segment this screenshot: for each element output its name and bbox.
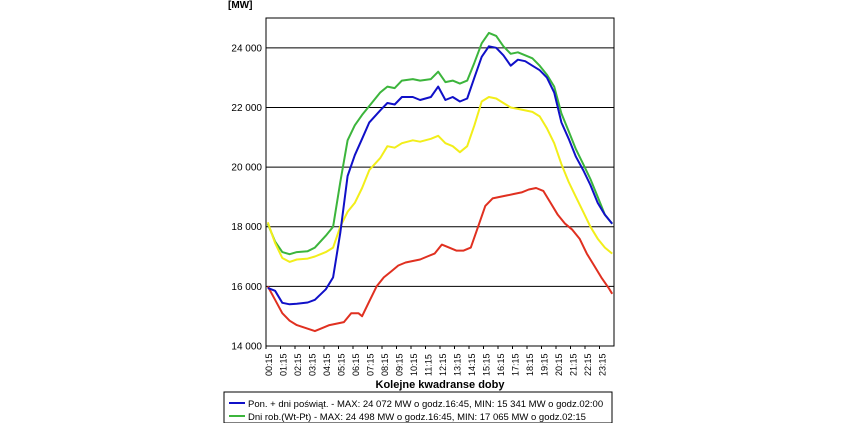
- y-tick-label: 16 000: [231, 282, 262, 293]
- grid-lines: [266, 47, 614, 287]
- x-tick-label: 05:15: [336, 353, 346, 376]
- x-tick-label: 22:15: [583, 353, 593, 376]
- x-tick-label: 06:15: [351, 353, 361, 376]
- x-tick-label: 20:15: [554, 353, 564, 376]
- x-tick-label: 13:15: [452, 353, 462, 376]
- x-tick-label: 23:15: [597, 353, 607, 376]
- series-line-4: [266, 187, 614, 333]
- y-tick-label: 24 000: [231, 43, 262, 54]
- x-tick-label: 17:15: [510, 353, 520, 376]
- series-line-2: [266, 31, 613, 256]
- y-tick-label: 18 000: [231, 222, 262, 233]
- series-line-1: [267, 45, 613, 306]
- x-axis-title: Kolejne kwadranse doby: [376, 379, 506, 391]
- x-tick-label: 08:15: [380, 353, 390, 376]
- legend-box: [223, 391, 613, 423]
- x-tick-label: 18:15: [525, 353, 535, 376]
- y-tick-label: 20 000: [231, 163, 262, 174]
- x-tick-label: 10:15: [409, 353, 419, 376]
- y-tick-label: 22 000: [231, 103, 262, 114]
- y-tick-labels: 14 000 16 000 18 000 20 000 22 000 24 000: [231, 43, 262, 352]
- y-tick-label: 14 000: [231, 342, 262, 353]
- x-tick-labels: 00:15 01:15 02:15 03:15 04:15 05:15 06:15 07:15…: [264, 346, 607, 376]
- x-tick-label: 11:15: [423, 354, 433, 376]
- x-tick-label: 02:15: [293, 353, 303, 376]
- legend-entry-series-2: Dni rob.(Wt-Pt) - MAX: 24 498 MW o godz.…: [248, 412, 586, 423]
- y-axis-unit-label: [MW]: [228, 0, 252, 11]
- series-line-3: [266, 96, 613, 263]
- x-tick-label: 21:15: [568, 353, 578, 376]
- x-tick-label: 03:15: [307, 353, 317, 376]
- series-lines: [266, 31, 614, 333]
- legend-entry-series-1: Pon. + dni poświąt. - MAX: 24 072 MW o g…: [248, 399, 603, 410]
- x-tick-label: 12:15: [438, 353, 448, 376]
- x-tick-label: 19:15: [539, 353, 549, 376]
- x-tick-label: 14:15: [467, 353, 477, 376]
- x-tick-label: 15:15: [481, 353, 491, 376]
- x-tick-label: 16:15: [496, 353, 506, 376]
- x-tick-label: 09:15: [394, 353, 404, 376]
- x-tick-label: 04:15: [322, 353, 332, 376]
- legend: Pon. + dni poświąt. - MAX: 24 072 MW o g…: [223, 391, 613, 423]
- x-tick-label: 00:15: [264, 353, 274, 376]
- x-tick-label: 01:15: [278, 353, 288, 376]
- x-tick-label: 07:15: [365, 353, 375, 376]
